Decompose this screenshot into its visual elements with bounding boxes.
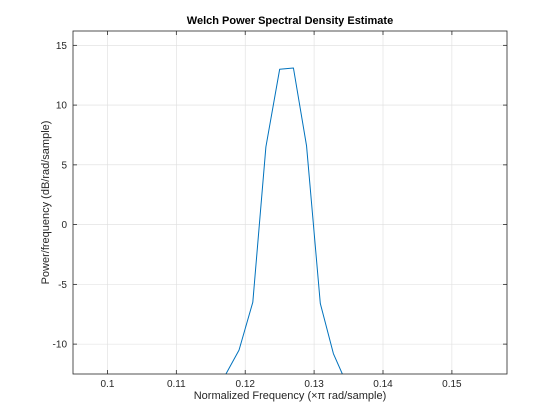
x-tick-label: 0.1 [100, 379, 114, 390]
y-tick-label: 0 [61, 220, 67, 231]
y-tick-label: -10 [53, 340, 68, 351]
y-tick-label: 15 [56, 41, 68, 52]
axes-box [72, 30, 508, 375]
chart-title: Welch Power Spectral Density Estimate [187, 15, 393, 27]
x-tick-label: 0.11 [167, 379, 186, 390]
x-tick-label: 0.13 [304, 379, 324, 390]
y-tick-label: 5 [61, 160, 67, 171]
y-tick-label: -5 [58, 280, 67, 291]
ticks: 0.1 0.11 0.12 0.13 0.14 0.15 -10 -5 0 5 10 15 [53, 31, 507, 390]
axes-area [73, 31, 507, 374]
x-tick-label: 0.12 [235, 379, 255, 390]
y-tick-label: 10 [56, 101, 68, 112]
grid [73, 31, 507, 374]
x-tick-label: 0.15 [442, 379, 462, 390]
x-tick-label: 0.14 [373, 379, 393, 390]
y-axis-label: Power/frequency (dB/rad/sample) [40, 121, 52, 285]
x-axis-label: Normalized Frequency (×π rad/sample) [194, 390, 387, 402]
plot-lines [225, 67, 343, 374]
psd-series-line [225, 67, 343, 374]
